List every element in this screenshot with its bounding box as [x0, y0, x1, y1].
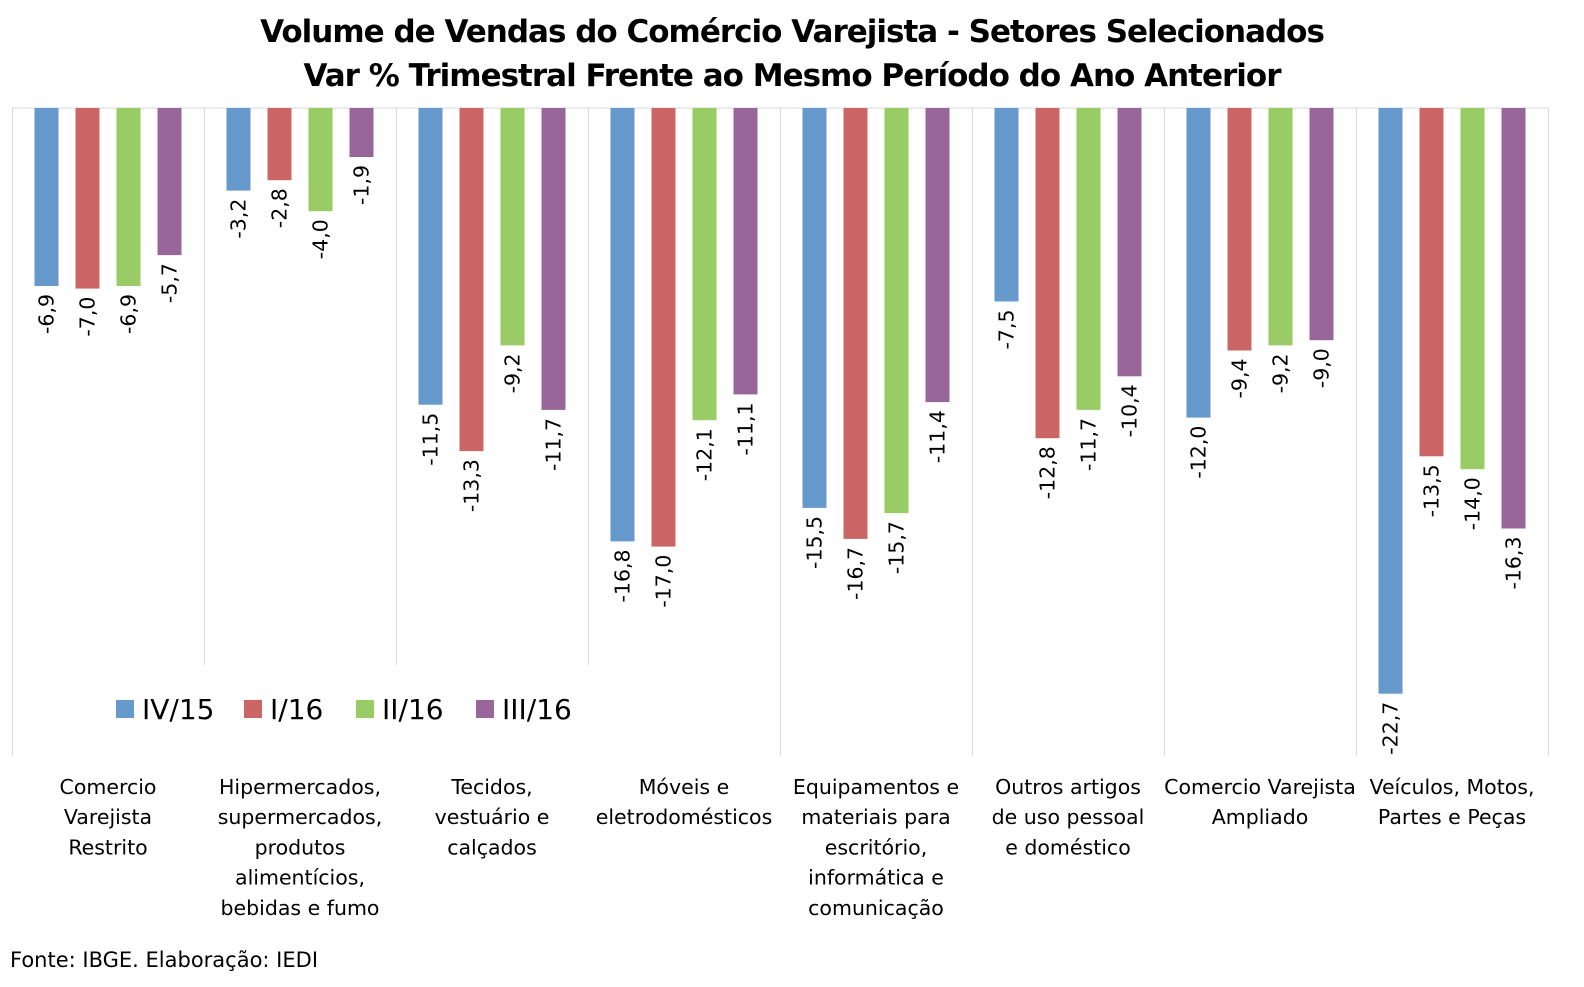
- data-label: -11,4: [926, 410, 950, 463]
- source-note: Fonte: IBGE. Elaboração: IEDI: [10, 948, 319, 972]
- bar-iii-16-3: [541, 108, 566, 410]
- bar-ii-16-4: [692, 108, 717, 421]
- data-label: -5,7: [158, 263, 182, 303]
- bar-i-16-6: [1035, 108, 1060, 439]
- chart-subtitle: Var % Trimestral Frente ao Mesmo Período…: [303, 58, 1281, 94]
- bar-iv-15-8: [1378, 108, 1403, 694]
- data-label: -12,1: [693, 428, 717, 481]
- legend-label: IV/15: [142, 693, 214, 726]
- bar-iii-16-8: [1501, 108, 1526, 529]
- bar-iii-16-2: [349, 108, 374, 157]
- bar-i-16-4: [651, 108, 676, 547]
- data-label: -9,4: [1228, 359, 1252, 399]
- data-label: -3,2: [227, 199, 251, 239]
- bar-i-16-7: [1227, 108, 1252, 351]
- bar-iii-16-4: [733, 108, 758, 395]
- legend-label: II/16: [382, 693, 444, 726]
- data-label: -7,0: [76, 297, 100, 337]
- data-label: -12,8: [1036, 446, 1060, 499]
- category-labels-group: Comercio Varejista Restrito Hipermercados, s…: [60, 775, 1535, 920]
- category-label: Equipamentos e materiais para escritório, i…: [793, 775, 959, 920]
- bar-iii-16-1: [157, 108, 182, 256]
- bar-iv-15-2: [226, 108, 251, 191]
- bar-i-16-2: [267, 108, 292, 181]
- bar-i-16-5: [843, 108, 868, 539]
- chart-title: Volume de Vendas do Comércio Varejista -…: [260, 14, 1325, 50]
- category-label: Hipermercados, supermercados, produtos alim…: [218, 775, 383, 920]
- data-label: -15,5: [803, 516, 827, 569]
- bar-ii-16-6: [1076, 108, 1101, 410]
- data-label: -11,1: [734, 402, 758, 455]
- data-label: -16,3: [1502, 537, 1526, 590]
- data-label: -12,0: [1187, 426, 1211, 479]
- data-labels-group: -6,9 -7,0 -6,9 -5,7 -3,2 -2,8 -4,0 -1,9 -11,5 -13…: [35, 165, 1526, 755]
- data-label: -4,0: [309, 219, 333, 259]
- category-separators: [12, 108, 1549, 756]
- legend-label: I/16: [270, 693, 323, 726]
- bar-i-16-1: [75, 108, 100, 289]
- data-label: -10,4: [1118, 384, 1142, 437]
- bar-iv-15-3: [418, 108, 443, 405]
- bar-iii-16-7: [1309, 108, 1334, 341]
- bars-group: [34, 108, 1526, 694]
- legend-swatch: [476, 700, 494, 718]
- category-label: Móveis e eletrodomésticos: [596, 775, 773, 829]
- data-label: -6,9: [35, 294, 59, 334]
- data-label: -16,8: [611, 549, 635, 602]
- data-label: -9,2: [501, 353, 525, 393]
- category-label: Veículos, Motos, Partes e Peças: [1370, 775, 1535, 829]
- data-label: -13,3: [460, 459, 484, 512]
- bar-ii-16-1: [116, 108, 141, 286]
- category-label: Comercio Varejista Restrito: [60, 775, 157, 859]
- data-label: -11,7: [1077, 418, 1101, 471]
- bar-iii-16-5: [925, 108, 950, 403]
- data-label: -22,7: [1379, 702, 1403, 755]
- legend-label: III/16: [502, 693, 572, 726]
- data-label: -16,7: [844, 547, 868, 600]
- category-label: Tecidos, vestuário e calçados: [435, 775, 550, 859]
- data-label: -11,5: [419, 413, 443, 466]
- bar-i-16-8: [1419, 108, 1444, 457]
- data-label: -13,5: [1420, 464, 1444, 517]
- bar-iv-15-4: [610, 108, 635, 542]
- bar-ii-16-5: [884, 108, 909, 514]
- bar-iv-15-6: [994, 108, 1019, 302]
- data-label: -9,0: [1310, 348, 1334, 388]
- bar-iv-15-7: [1186, 108, 1211, 418]
- bar-ii-16-8: [1460, 108, 1485, 470]
- bar-ii-16-2: [308, 108, 333, 212]
- data-label: -2,8: [268, 188, 292, 228]
- data-label: -9,2: [1269, 353, 1293, 393]
- data-label: -1,9: [350, 165, 374, 205]
- bar-iv-15-1: [34, 108, 59, 286]
- bar-iv-15-5: [802, 108, 827, 508]
- bar-iii-16-6: [1117, 108, 1142, 377]
- data-label: -17,0: [652, 555, 676, 608]
- legend-swatch: [356, 700, 374, 718]
- data-label: -15,7: [885, 521, 909, 574]
- data-label: -6,9: [117, 294, 141, 334]
- data-label: -11,7: [542, 418, 566, 471]
- bar-ii-16-3: [500, 108, 525, 346]
- legend-swatch: [244, 700, 262, 718]
- bar-ii-16-7: [1268, 108, 1293, 346]
- legend-swatch: [116, 700, 134, 718]
- data-label: -7,5: [995, 310, 1019, 350]
- bar-i-16-3: [459, 108, 484, 452]
- legend: IV/15 I/16 II/16 III/16: [116, 693, 572, 726]
- category-label: Comercio Varejista Ampliado: [1164, 775, 1356, 829]
- category-label: Outros artigos de uso pessoal e doméstico: [992, 775, 1145, 859]
- data-label: -14,0: [1461, 477, 1485, 530]
